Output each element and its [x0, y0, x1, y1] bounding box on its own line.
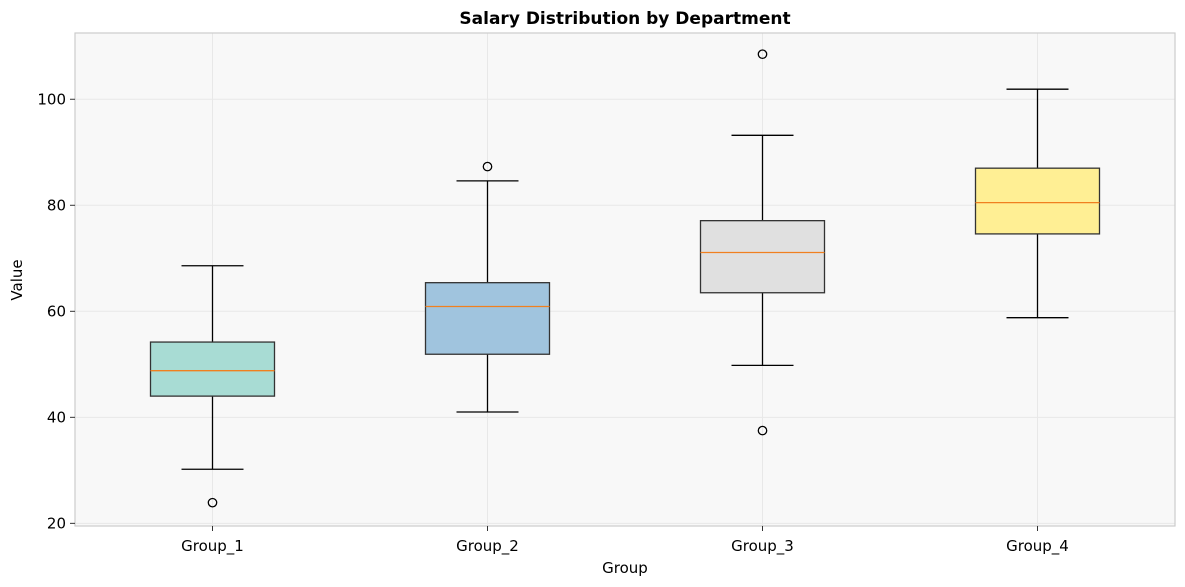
box-iqr: [424, 282, 551, 355]
ticks-layer: 20 40 60 80 100 Group_1 Group_2 Group_3 Group_4: [37, 90, 1069, 556]
y-tick-label: 100: [37, 90, 66, 108]
box-iqr: [974, 167, 1101, 235]
outlier-point: [207, 497, 218, 508]
plot-frame: [74, 32, 1176, 527]
y-axis-label: Value: [8, 259, 26, 300]
x-tick-label: Group_2: [456, 537, 519, 556]
outlier-point: [482, 161, 493, 172]
box-group: [149, 265, 276, 508]
plot-area: [75, 33, 1175, 526]
boxes-layer: [149, 49, 1101, 508]
box-group: [699, 49, 826, 436]
chart-title: Salary Distribution by Department: [459, 9, 790, 29]
x-tick-label: Group_3: [731, 537, 794, 556]
box-iqr: [699, 220, 826, 294]
y-tick-label: 40: [47, 408, 66, 426]
x-tick-label: Group_4: [1006, 537, 1069, 556]
box-group: [424, 161, 551, 413]
box-group: [974, 88, 1101, 319]
y-tick-label: 60: [47, 302, 66, 320]
x-tick-label: Group_1: [181, 537, 244, 556]
outlier-point: [757, 49, 768, 60]
outlier-point: [757, 425, 768, 436]
y-tick-label: 80: [47, 196, 66, 214]
x-axis-label: Group: [602, 559, 648, 577]
y-tick-label: 20: [47, 514, 66, 532]
box-iqr: [149, 341, 276, 397]
